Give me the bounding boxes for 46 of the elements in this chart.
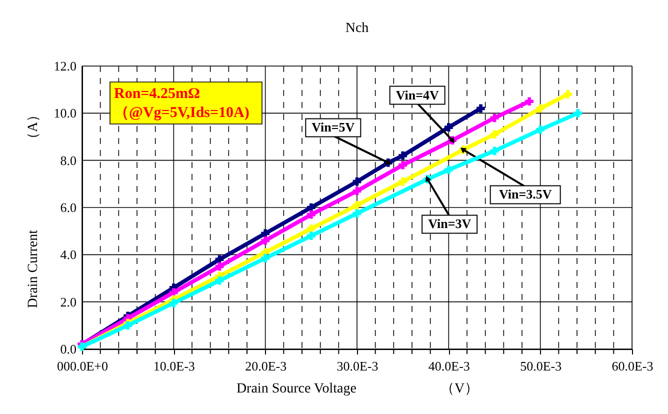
point <box>306 210 316 219</box>
x-tick-label: 40.0E-3 <box>428 358 470 374</box>
point <box>564 90 572 98</box>
point <box>490 146 499 156</box>
point <box>215 276 224 285</box>
point <box>398 177 408 186</box>
point <box>398 160 408 170</box>
point <box>169 288 178 297</box>
point <box>306 232 316 240</box>
point <box>398 151 408 160</box>
point <box>525 97 534 106</box>
text: Vin=4V <box>396 87 440 102</box>
point <box>574 108 582 118</box>
point <box>444 166 453 174</box>
point <box>536 125 545 134</box>
chart-title: Nch <box>345 21 369 36</box>
point <box>124 321 132 330</box>
annotation: Ron=4.25mΩ （@Vg=5V,Ids=10A) <box>114 86 250 121</box>
point <box>169 298 178 308</box>
y-tick-label: 8.0 <box>60 152 76 168</box>
point <box>490 114 499 122</box>
y-tick-label: 4.0 <box>60 247 76 262</box>
y-tick-label: 10.0 <box>54 106 76 121</box>
point <box>490 130 499 139</box>
text: Vin=3V <box>428 216 472 232</box>
x-tick-label: 000.0E+0 <box>56 358 108 374</box>
x-tick-label: 60.0E-3 <box>612 358 654 374</box>
point <box>261 254 270 262</box>
point <box>476 104 485 113</box>
x-tick-label: 20.0E-3 <box>245 358 287 374</box>
y-tick-label: 6.0 <box>60 200 76 215</box>
text: Vin=5V <box>312 120 356 135</box>
point <box>444 123 453 132</box>
x-tick-label: 30.0E-3 <box>336 358 378 374</box>
y-tick-label: 0.0 <box>60 342 76 356</box>
point <box>536 104 545 113</box>
point <box>352 200 362 210</box>
x-tick-label: 50.0E-3 <box>520 358 562 374</box>
x-tick-label: 10.0E-3 <box>153 358 195 374</box>
x-axis-title: Drain Source Voltage （V） <box>236 382 479 396</box>
y-axis-title: Drain Current （A） <box>26 108 41 308</box>
y-tick-label: 12.0 <box>54 58 76 74</box>
point <box>352 209 362 218</box>
y-tick-label: 2.0 <box>60 294 76 310</box>
text: Vin=3.5V <box>498 186 552 202</box>
point <box>261 236 270 245</box>
